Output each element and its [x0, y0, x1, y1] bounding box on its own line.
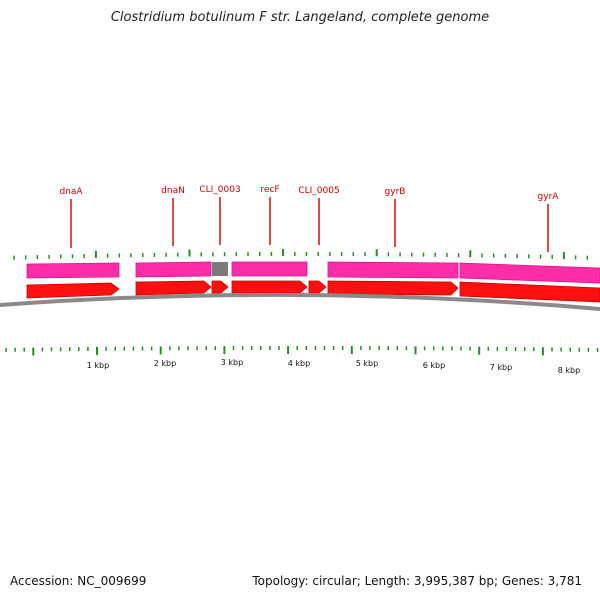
kbp-label: 5 kbp	[356, 359, 378, 368]
accession-text: Accession: NC_009699	[10, 574, 147, 588]
cds-upper-recF[interactable]	[231, 261, 308, 277]
gene-label-CLI_0005[interactable]: CLI_0005	[298, 186, 339, 196]
kbp-axis-labels: 1 kbp 2 kbp 3 kbp 4 kbp 5 kbp 6 kbp 7 kbp 8 kbp	[87, 358, 580, 375]
gene-label-gyrB[interactable]: gyrB	[385, 187, 406, 197]
cds-lower-dnaN[interactable]	[135, 280, 212, 296]
cds-lower-dnaA[interactable]	[26, 282, 120, 299]
cds-lower-gyrB[interactable]	[327, 280, 459, 296]
genome-title: Clostridium botulinum F str. Langeland, …	[110, 10, 490, 25]
gene-label-dnaN[interactable]: dnaN	[161, 186, 185, 196]
kbp-label: 1 kbp	[87, 361, 109, 370]
cds-lower-gyrA[interactable]	[459, 281, 600, 303]
kbp-label: 7 kbp	[490, 363, 512, 372]
cds-upper-gyrA[interactable]	[459, 262, 600, 284]
genome-summary-text: Topology: circular; Length: 3,995,387 bp…	[252, 574, 582, 588]
cds-upper-dnaA[interactable]	[26, 262, 120, 279]
cds-lower-recF[interactable]	[231, 280, 308, 294]
kbp-label: 2 kbp	[154, 359, 176, 368]
gene-labels: dnaA dnaN CLI_0003 recF CLI_0005 gyrB gyrA	[59, 185, 559, 252]
feature-tracks	[26, 261, 600, 303]
gene-label-dnaA[interactable]: dnaA	[59, 187, 83, 197]
kbp-label: 4 kbp	[288, 359, 310, 368]
gene-label-CLI_0003[interactable]: CLI_0003	[199, 185, 240, 195]
cds-lower-CLI_0005[interactable]	[308, 280, 327, 294]
cds-upper-gyrB[interactable]	[327, 261, 459, 279]
cds-upper-gray[interactable]	[212, 262, 228, 276]
bottom-tick-row	[5, 346, 599, 356]
gene-label-gyrA[interactable]: gyrA	[538, 192, 560, 202]
backbone-line	[0, 292, 600, 311]
kbp-label: 6 kbp	[423, 361, 445, 370]
kbp-label: 3 kbp	[221, 358, 243, 367]
gene-label-recF[interactable]: recF	[260, 185, 279, 195]
kbp-label: 8 kbp	[558, 366, 580, 375]
cds-upper-dnaN[interactable]	[135, 261, 212, 278]
cds-lower-CLI_0003[interactable]	[211, 280, 229, 294]
top-tick-row	[13, 249, 589, 260]
